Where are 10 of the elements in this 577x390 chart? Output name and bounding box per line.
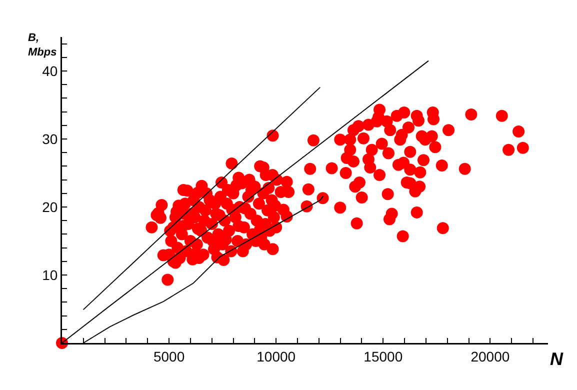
x-tick-label: 15000 (364, 348, 403, 364)
y-axis-title: B, Mbps (28, 32, 57, 58)
x-tick-label: 5000 (153, 348, 185, 364)
y-tick-label: 20 (42, 198, 58, 215)
x-axis-title: N (550, 349, 564, 369)
y-tick-label: 10 (42, 266, 58, 283)
x-tick-label: 20000 (470, 348, 510, 364)
y-tick-label: 40 (42, 62, 58, 79)
x-tick-label: 10000 (256, 348, 296, 364)
y-tick-label: 30 (42, 130, 58, 147)
